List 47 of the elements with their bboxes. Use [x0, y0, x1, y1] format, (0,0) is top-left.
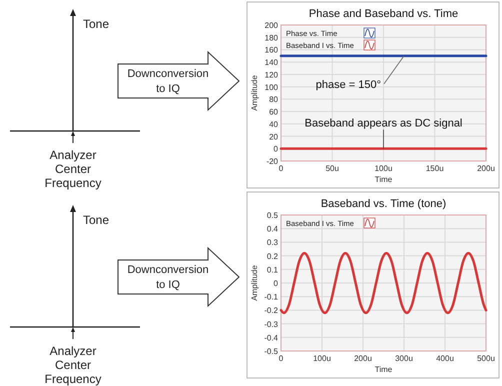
x-tick-label: 50u: [326, 164, 339, 173]
y-tick-label: 20: [269, 132, 279, 142]
x-tick-label: 500u: [477, 354, 495, 363]
y-tick-label: 0.2: [266, 252, 279, 261]
y-tick-label: 200: [264, 21, 279, 30]
x-tick-label: 300u: [395, 354, 413, 363]
y-tick-label: 0.4: [266, 224, 279, 234]
x-tick-label: 200u: [477, 164, 495, 173]
y-tick-label: 0.1: [266, 265, 279, 274]
y-tick-label: 60: [269, 108, 279, 117]
y-tick-label: 0: [274, 144, 279, 154]
y-tick-label: 40: [269, 120, 279, 129]
chart-title: Baseband vs. Time (tone): [320, 198, 446, 210]
y-tick-label: 180: [264, 33, 279, 42]
line-series: [280, 252, 488, 314]
text: Tone: [83, 17, 110, 31]
y-axis-title: Amplitude: [250, 264, 259, 301]
y-tick-label: 120: [264, 70, 279, 80]
x-tick-label: 400u: [436, 354, 454, 363]
y-tick-label: -20: [266, 157, 279, 166]
y-tick-label: 100: [264, 82, 279, 92]
y-tick-label: 160: [264, 46, 279, 55]
annotation: Baseband appears as DC signal: [304, 118, 462, 130]
x-tick-label: 150u: [426, 164, 444, 173]
y-tick-label: -0.4: [264, 333, 279, 342]
y-tick-label: 140: [264, 58, 279, 68]
x-axis-title: Time: [374, 365, 393, 374]
y-tick-label: -0.5: [264, 347, 279, 356]
y-tick-label: 0: [274, 279, 279, 288]
x-tick-label: 100u: [374, 164, 392, 173]
y-axis-title: Amplitude: [250, 74, 259, 111]
text: Analyzer Center Frequency: [44, 148, 102, 190]
text: Downconversion to IQ: [127, 264, 209, 291]
annotation: phase = 150°: [316, 78, 381, 91]
text: Analyzer Center Frequency: [44, 344, 102, 386]
y-tick-label: -0.3: [264, 320, 279, 329]
text: Tone: [83, 213, 110, 227]
x-tick-label: 200u: [354, 354, 372, 363]
y-tick-label: -0.2: [264, 306, 279, 316]
y-tick-label: -0.1: [264, 292, 279, 302]
text: Downconversion to IQ: [127, 68, 209, 95]
y-tick-label: 0.5: [266, 211, 279, 220]
y-tick-label: 0.3: [266, 238, 279, 248]
x-tick-label: 100u: [313, 354, 331, 363]
x-axis-title: Time: [374, 175, 393, 184]
chart-title: Phase and Baseband vs. Time: [308, 8, 458, 20]
y-tick-label: 80: [269, 95, 279, 104]
